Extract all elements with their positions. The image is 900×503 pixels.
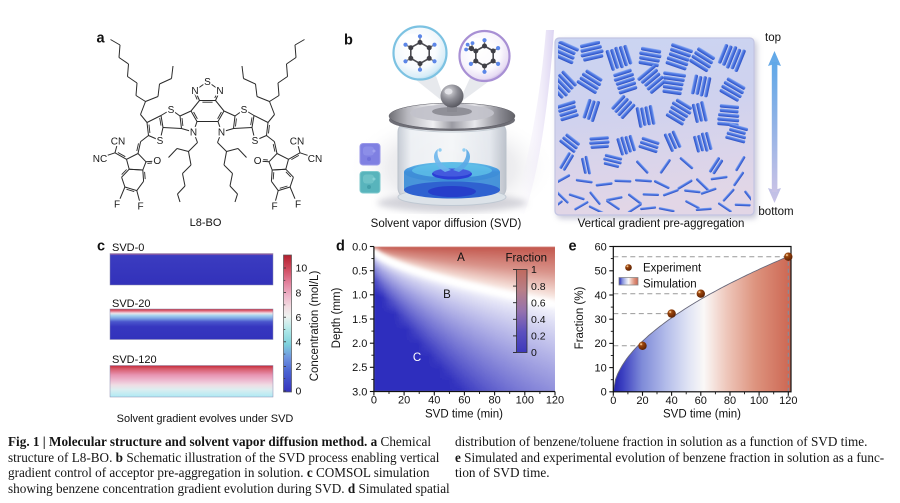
svg-text:S: S <box>252 136 259 147</box>
svg-text:60: 60 <box>595 241 607 253</box>
svg-text:CN: CN <box>290 137 304 148</box>
svg-text:Simulation: Simulation <box>643 279 697 291</box>
svg-text:0: 0 <box>531 347 537 359</box>
svg-text:3.0: 3.0 <box>352 386 367 398</box>
svg-text:F: F <box>137 202 143 213</box>
svg-text:bottom: bottom <box>758 206 793 218</box>
svg-text:e: e <box>569 238 577 254</box>
svg-text:b: b <box>344 32 353 48</box>
svg-text:Concentration (mol/L): Concentration (mol/L) <box>309 271 321 382</box>
svg-text:0: 0 <box>610 395 616 407</box>
svg-text:100: 100 <box>750 395 768 407</box>
svg-text:L8-BO: L8-BO <box>190 217 222 229</box>
svg-text:O: O <box>153 156 161 167</box>
svg-text:CN: CN <box>308 154 322 165</box>
svg-text:50: 50 <box>595 266 607 278</box>
svg-text:Vertical gradient pre-aggregat: Vertical gradient pre-aggregation <box>578 218 745 230</box>
svg-text:8: 8 <box>296 287 302 299</box>
svg-text:0.8: 0.8 <box>531 281 546 293</box>
svg-text:Depth (mm): Depth (mm) <box>331 287 343 348</box>
svg-text:10: 10 <box>296 263 308 275</box>
svg-text:d: d <box>336 238 345 254</box>
svg-text:SVD time (min): SVD time (min) <box>663 409 741 421</box>
svg-text:Fraction: Fraction <box>505 253 547 265</box>
svg-text:S: S <box>157 136 164 147</box>
svg-text:SVD time (min): SVD time (min) <box>425 408 503 420</box>
svg-text:F: F <box>114 199 120 210</box>
svg-text:20: 20 <box>398 395 410 407</box>
svg-text:c: c <box>97 238 105 254</box>
svg-text:60: 60 <box>458 395 470 407</box>
svg-text:C: C <box>413 352 421 364</box>
svg-text:6: 6 <box>296 312 302 324</box>
svg-text:2.0: 2.0 <box>352 338 367 350</box>
svg-text:40: 40 <box>595 290 607 302</box>
svg-text:a: a <box>97 30 106 46</box>
svg-text:0: 0 <box>601 387 607 399</box>
svg-text:10: 10 <box>595 362 607 374</box>
svg-text:100: 100 <box>516 395 534 407</box>
svg-text:120: 120 <box>546 395 564 407</box>
svg-text:Experiment: Experiment <box>643 263 702 275</box>
svg-text:SVD-120: SVD-120 <box>112 354 157 366</box>
svg-text:Solvent vapor diffusion (SVD): Solvent vapor diffusion (SVD) <box>371 218 522 230</box>
svg-text:Fraction (%): Fraction (%) <box>574 287 586 350</box>
svg-text:4: 4 <box>296 337 302 349</box>
svg-text:Solvent gradient evolves under: Solvent gradient evolves under SVD <box>117 413 294 425</box>
svg-text:80: 80 <box>724 395 736 407</box>
svg-text:20: 20 <box>636 395 648 407</box>
svg-text:F: F <box>271 202 277 213</box>
svg-text:F: F <box>295 199 301 210</box>
svg-text:1.0: 1.0 <box>352 290 367 302</box>
svg-text:top: top <box>765 32 781 44</box>
svg-text:2.5: 2.5 <box>352 362 367 374</box>
svg-text:60: 60 <box>695 395 707 407</box>
svg-text:N: N <box>216 86 223 97</box>
svg-text:40: 40 <box>428 395 440 407</box>
svg-text:40: 40 <box>665 395 677 407</box>
svg-text:SVD-20: SVD-20 <box>112 298 151 310</box>
svg-text:CN: CN <box>111 137 125 148</box>
svg-text:0: 0 <box>371 395 377 407</box>
svg-text:1.5: 1.5 <box>352 314 367 326</box>
svg-text:0.6: 0.6 <box>531 297 546 309</box>
svg-text:N: N <box>218 128 225 139</box>
svg-text:1: 1 <box>531 264 537 276</box>
svg-text:S: S <box>168 105 175 116</box>
svg-text:0: 0 <box>296 386 302 398</box>
svg-text:A: A <box>457 252 465 264</box>
svg-text:20: 20 <box>595 338 607 350</box>
svg-text:NC: NC <box>93 154 107 165</box>
svg-text:30: 30 <box>595 314 607 326</box>
svg-text:0.4: 0.4 <box>531 314 546 326</box>
svg-text:SVD-0: SVD-0 <box>112 242 144 254</box>
svg-text:0.0: 0.0 <box>352 241 367 253</box>
svg-text:N: N <box>190 128 197 139</box>
svg-text:0.5: 0.5 <box>352 266 367 278</box>
svg-text:B: B <box>443 289 451 301</box>
svg-text:O: O <box>254 156 262 167</box>
svg-text:S: S <box>204 77 211 88</box>
svg-text:0.2: 0.2 <box>531 331 546 343</box>
svg-text:120: 120 <box>779 395 797 407</box>
svg-text:N: N <box>191 86 198 97</box>
svg-text:2: 2 <box>296 361 302 373</box>
svg-text:S: S <box>241 105 248 116</box>
svg-text:80: 80 <box>488 395 500 407</box>
